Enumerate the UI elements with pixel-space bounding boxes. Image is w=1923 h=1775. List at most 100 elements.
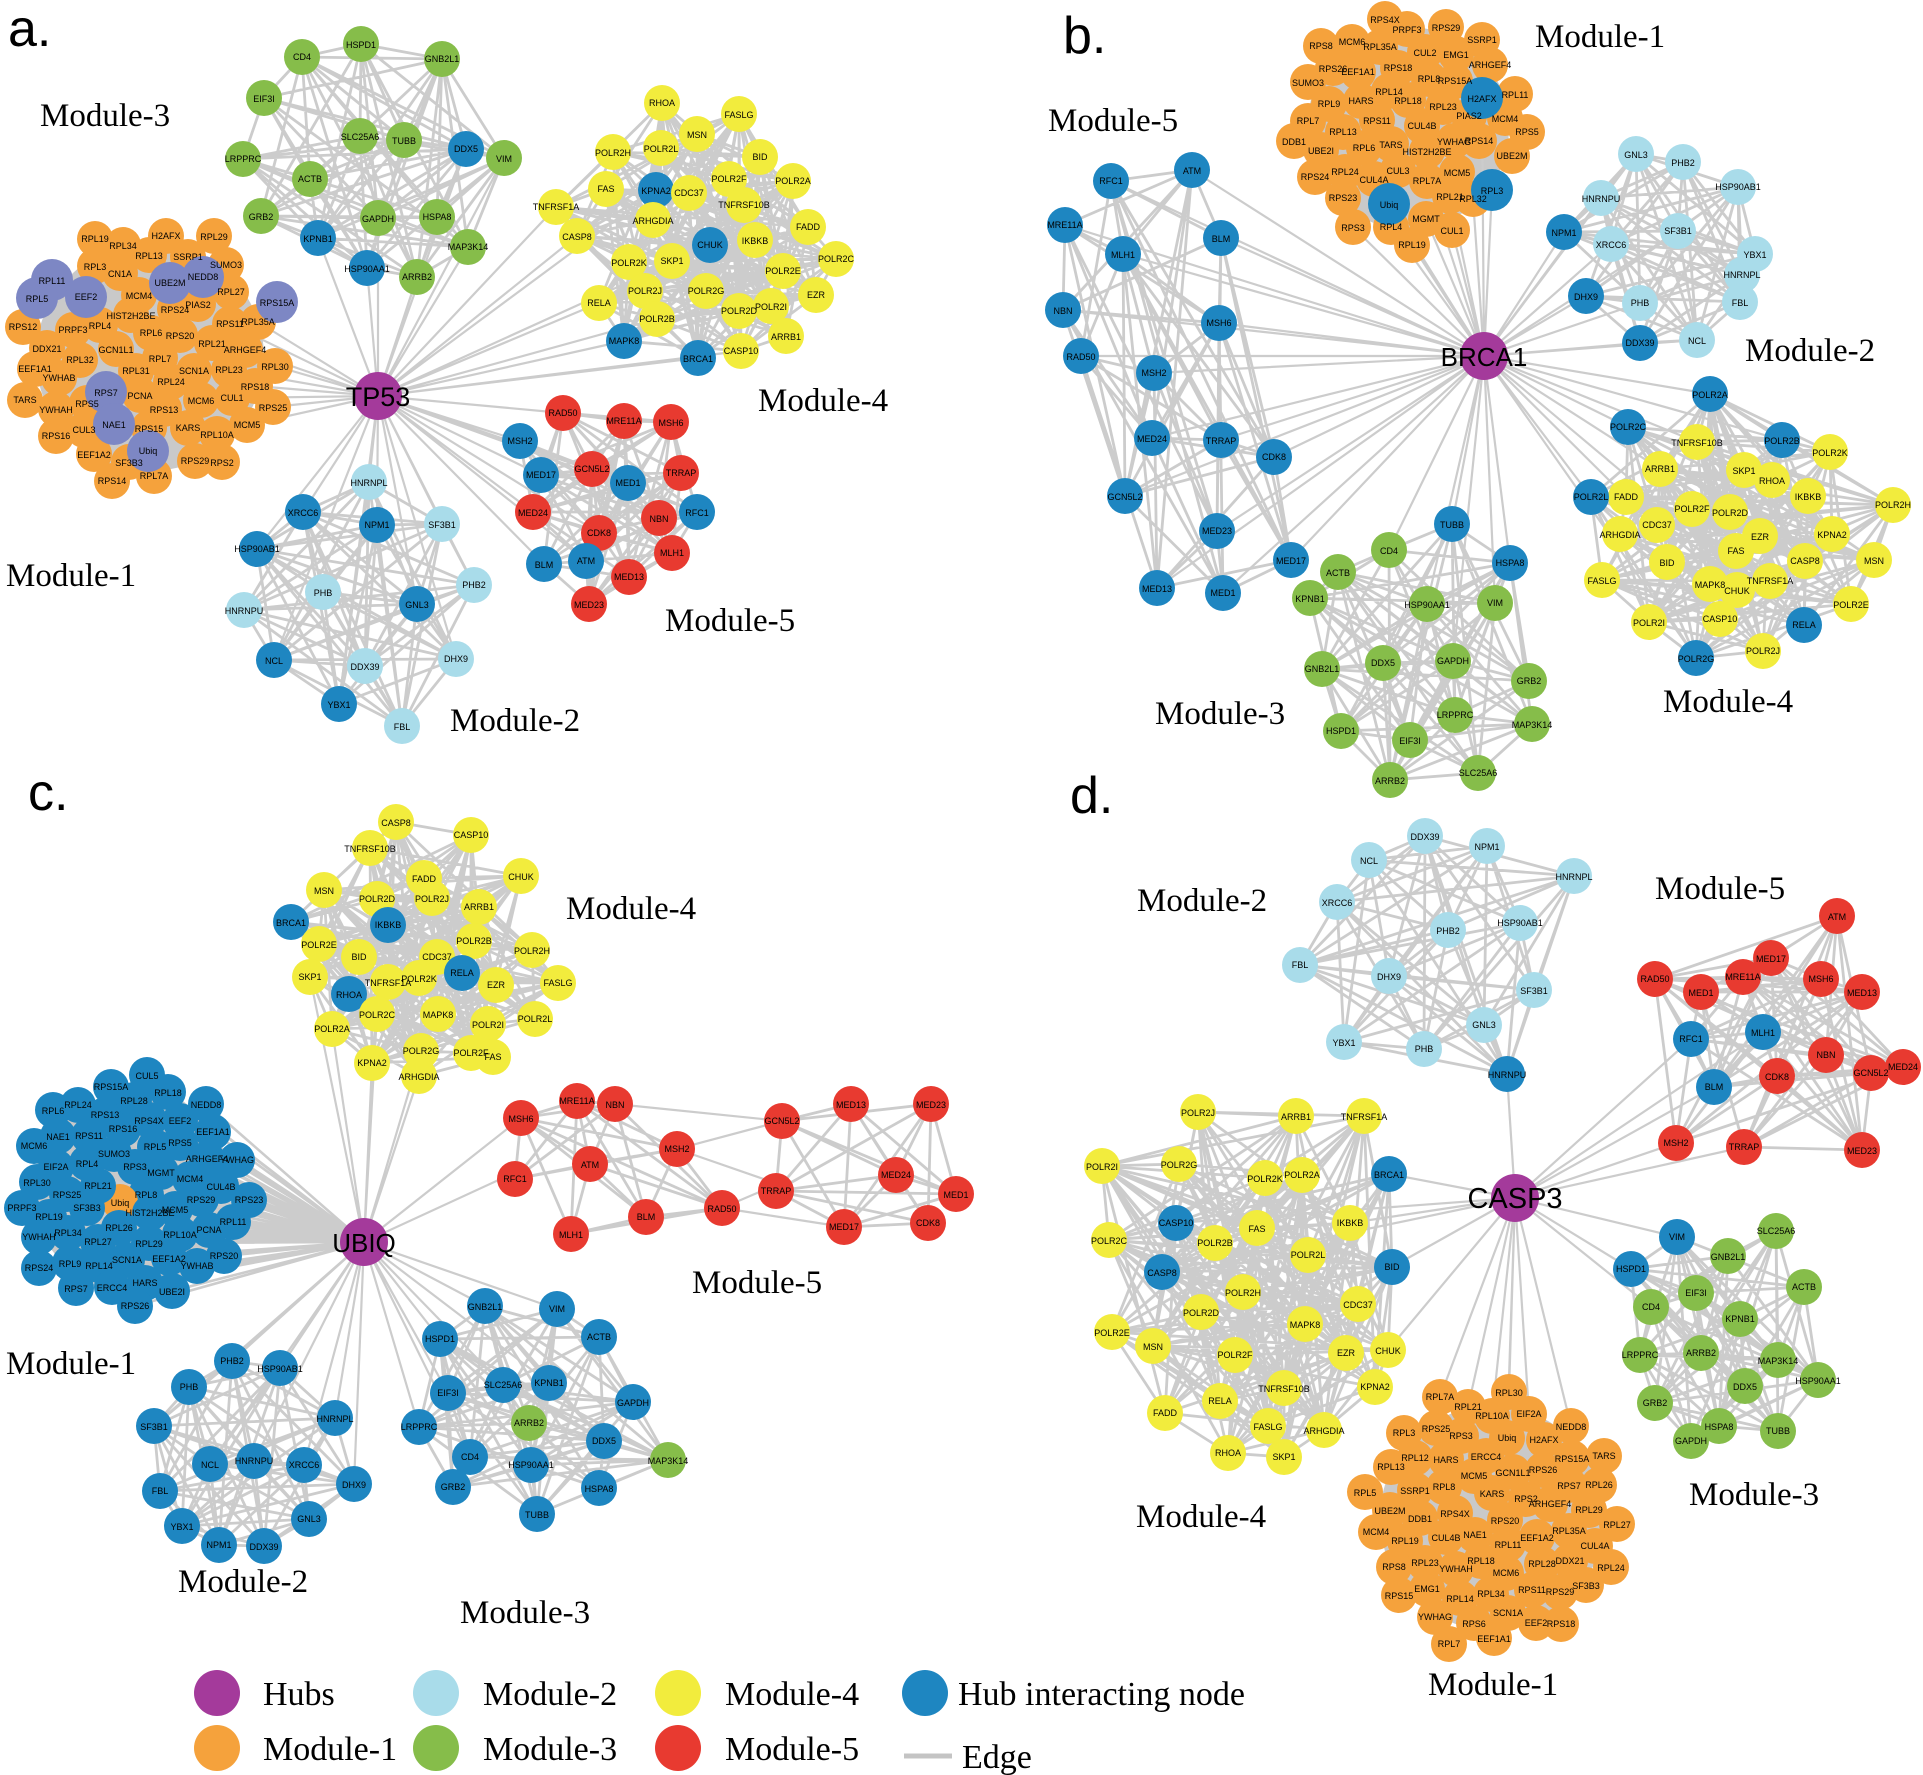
svg-text:POLR2E: POLR2E: [301, 940, 337, 950]
svg-text:RPL30: RPL30: [261, 362, 289, 372]
svg-text:MAPK8: MAPK8: [423, 1010, 454, 1020]
svg-text:POLR2L: POLR2L: [1291, 1250, 1326, 1260]
svg-text:GNL3: GNL3: [297, 1514, 321, 1524]
svg-text:HSP90AA1: HSP90AA1: [1404, 600, 1450, 610]
svg-text:RPS18: RPS18: [241, 382, 270, 392]
svg-text:MCM6: MCM6: [21, 1141, 48, 1151]
svg-text:MLH1: MLH1: [1751, 1028, 1775, 1038]
svg-text:POLR2K: POLR2K: [1247, 1174, 1283, 1184]
svg-text:NPM1: NPM1: [1551, 228, 1576, 238]
svg-text:GCN5L2: GCN5L2: [1853, 1068, 1888, 1078]
svg-text:CDC37: CDC37: [674, 188, 704, 198]
svg-text:SSRP1: SSRP1: [173, 252, 203, 262]
svg-text:POLR2L: POLR2L: [1574, 492, 1609, 502]
svg-text:POLR2A: POLR2A: [314, 1024, 350, 1034]
svg-text:MAP3K14: MAP3K14: [1512, 720, 1553, 730]
svg-text:HNRNPL: HNRNPL: [1723, 270, 1760, 280]
svg-text:RPS11: RPS11: [1518, 1585, 1546, 1595]
svg-text:GCN1L1: GCN1L1: [1495, 1468, 1530, 1478]
svg-text:ARHGEF4: ARHGEF4: [1529, 1499, 1572, 1509]
svg-text:POLR2A: POLR2A: [1284, 1170, 1320, 1180]
svg-text:SF3B3: SF3B3: [1572, 1581, 1600, 1591]
svg-text:CUL4B: CUL4B: [206, 1182, 235, 1192]
svg-text:POLR2A: POLR2A: [1692, 390, 1728, 400]
svg-text:CASP3: CASP3: [1467, 1183, 1562, 1215]
svg-text:KPNA2: KPNA2: [1360, 1382, 1390, 1392]
svg-text:MSN: MSN: [314, 886, 334, 896]
svg-text:HSP90AA1: HSP90AA1: [344, 264, 390, 274]
svg-text:CN1A: CN1A: [108, 269, 132, 279]
svg-text:YBX1: YBX1: [327, 700, 350, 710]
svg-text:YWHAG: YWHAG: [1437, 137, 1471, 147]
svg-text:RPS15A: RPS15A: [1438, 76, 1473, 86]
svg-text:RPS29: RPS29: [181, 456, 210, 466]
svg-text:RPL21: RPL21: [198, 339, 226, 349]
svg-text:EEF1A2: EEF1A2: [1520, 1533, 1554, 1543]
svg-text:RPS23: RPS23: [1329, 193, 1358, 203]
svg-text:CD4: CD4: [461, 1452, 479, 1462]
svg-text:RPS15A: RPS15A: [260, 298, 295, 308]
svg-text:YBX1: YBX1: [1743, 250, 1766, 260]
svg-text:RFC1: RFC1: [685, 508, 709, 518]
svg-text:XRCC6: XRCC6: [288, 508, 319, 518]
svg-text:RPS7: RPS7: [64, 1284, 88, 1294]
svg-text:BLM: BLM: [535, 560, 554, 570]
svg-text:Module-2: Module-2: [178, 1564, 308, 1600]
svg-text:EZR: EZR: [1751, 532, 1770, 542]
svg-text:Ubiq: Ubiq: [111, 1198, 130, 1208]
svg-text:RPS18: RPS18: [1547, 1619, 1576, 1629]
svg-text:a.: a.: [8, 0, 51, 58]
svg-text:DDX5: DDX5: [1371, 658, 1395, 668]
svg-text:FAS: FAS: [597, 184, 614, 194]
svg-text:VIM: VIM: [549, 1304, 565, 1314]
svg-text:MED24: MED24: [881, 1170, 911, 1180]
svg-text:DHX9: DHX9: [444, 654, 468, 664]
svg-text:MRE11A: MRE11A: [559, 1096, 594, 1106]
svg-text:ARHGDIA: ARHGDIA: [1303, 1426, 1344, 1436]
svg-text:POLR2I: POLR2I: [1633, 618, 1665, 628]
svg-text:RPL35A: RPL35A: [1552, 1526, 1586, 1536]
svg-text:RPS4X: RPS4X: [1440, 1509, 1470, 1519]
svg-text:FBL: FBL: [394, 722, 411, 732]
svg-text:GCN5L2: GCN5L2: [764, 1116, 799, 1126]
svg-text:RELA: RELA: [450, 968, 474, 978]
svg-text:DDX5: DDX5: [454, 144, 478, 154]
svg-text:RPS11: RPS11: [1363, 116, 1391, 126]
svg-text:GNB2L1: GNB2L1: [425, 54, 460, 64]
svg-text:NCL: NCL: [201, 1460, 219, 1470]
svg-text:RPL34: RPL34: [109, 241, 137, 251]
svg-text:POLR2H: POLR2H: [1875, 500, 1911, 510]
svg-text:MED17: MED17: [526, 470, 556, 480]
svg-text:Ubiq: Ubiq: [1380, 200, 1399, 210]
svg-text:c.: c.: [28, 764, 68, 822]
svg-text:EZR: EZR: [807, 290, 826, 300]
svg-text:H2AFX: H2AFX: [1467, 94, 1496, 104]
svg-text:MSH6: MSH6: [1206, 318, 1231, 328]
svg-text:ERCC4: ERCC4: [97, 1283, 128, 1293]
svg-text:DHX9: DHX9: [342, 1480, 366, 1490]
svg-text:Module-4: Module-4: [1663, 684, 1793, 720]
svg-text:ATM: ATM: [1183, 166, 1201, 176]
svg-text:BLM: BLM: [1705, 1082, 1724, 1092]
svg-text:SF3B1: SF3B1: [1664, 226, 1692, 236]
svg-text:BID: BID: [752, 152, 768, 162]
svg-text:HSPD1: HSPD1: [425, 1334, 455, 1344]
svg-text:RPL29: RPL29: [200, 232, 228, 242]
svg-text:RPS20: RPS20: [210, 1251, 239, 1261]
svg-text:FAS: FAS: [1248, 1224, 1265, 1234]
svg-text:TUBB: TUBB: [392, 136, 416, 146]
svg-text:RPL12: RPL12: [1401, 1453, 1429, 1463]
svg-text:CUL1: CUL1: [1440, 226, 1463, 236]
svg-text:RPL27: RPL27: [84, 1237, 112, 1247]
svg-text:KPNB1: KPNB1: [534, 1378, 564, 1388]
svg-text:FADD: FADD: [412, 874, 437, 884]
svg-text:KPNB1: KPNB1: [1295, 594, 1325, 604]
svg-text:MLH1: MLH1: [660, 548, 684, 558]
svg-text:EEF1A2: EEF1A2: [152, 1254, 186, 1264]
svg-text:DDX39: DDX39: [249, 1542, 278, 1552]
svg-text:RPL11: RPL11: [39, 276, 66, 286]
svg-text:DDX39: DDX39: [1625, 338, 1654, 348]
svg-text:RAD50: RAD50: [1066, 352, 1095, 362]
svg-text:RPL24: RPL24: [64, 1100, 92, 1110]
svg-text:POLR2E: POLR2E: [1094, 1328, 1130, 1338]
